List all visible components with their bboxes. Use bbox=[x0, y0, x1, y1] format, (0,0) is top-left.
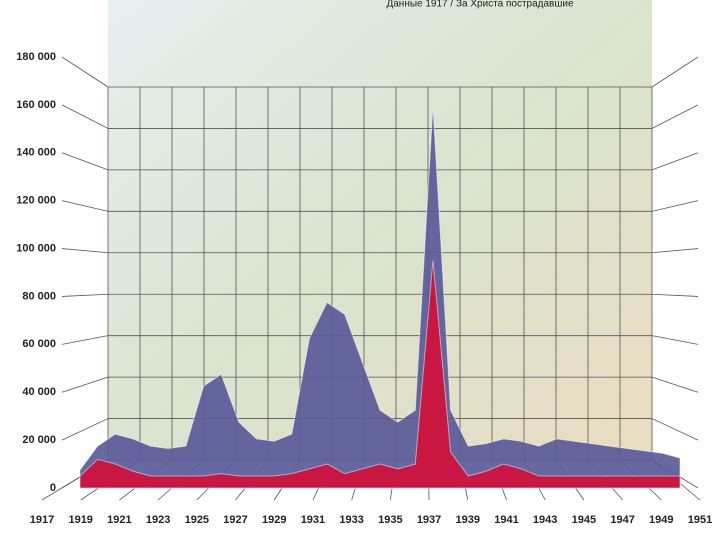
grid-line bbox=[61, 152, 109, 171]
y-tick-label: 20 000 bbox=[22, 434, 56, 446]
grid-line bbox=[61, 293, 109, 297]
x-tick-label: 1921 bbox=[107, 514, 131, 526]
y-tick-label: 60 000 bbox=[22, 338, 56, 350]
x-tick-label: 1937 bbox=[417, 514, 441, 526]
x-tick-label: 1949 bbox=[649, 514, 673, 526]
grid-line bbox=[61, 418, 109, 441]
grid-line bbox=[61, 200, 109, 212]
x-tick-label: 1925 bbox=[185, 514, 209, 526]
x-tick-label: 1935 bbox=[378, 514, 402, 526]
y-tick-label: 80 000 bbox=[22, 290, 56, 302]
x-tick-label: 1919 bbox=[68, 514, 92, 526]
y-tick-label: 40 000 bbox=[22, 386, 56, 398]
y-tick-label: 160 000 bbox=[16, 99, 56, 111]
grid-line bbox=[61, 248, 109, 254]
grid-line bbox=[651, 152, 699, 171]
grid-line bbox=[61, 335, 109, 345]
grid-line bbox=[651, 376, 699, 393]
x-tick-label: 1933 bbox=[339, 514, 363, 526]
x-tick-label: 1929 bbox=[262, 514, 286, 526]
area bbox=[79, 106, 681, 489]
x-tick-label: 1931 bbox=[301, 514, 325, 526]
grid-line bbox=[61, 56, 109, 88]
x-tick-label: 1945 bbox=[572, 514, 596, 526]
y-tick-label: 0 bbox=[50, 482, 56, 494]
area bbox=[79, 260, 681, 489]
grid-line bbox=[61, 104, 109, 129]
grid-line bbox=[651, 200, 699, 212]
x-tick-label: 1943 bbox=[533, 514, 557, 526]
x-tick-label: 1923 bbox=[146, 514, 170, 526]
grid-line bbox=[651, 248, 699, 254]
x-tick-label: 1917 bbox=[30, 514, 54, 526]
x-tick-label: 1947 bbox=[610, 514, 634, 526]
y-tick-label: 120 000 bbox=[16, 195, 56, 207]
grid-line bbox=[651, 293, 699, 297]
map-background bbox=[108, 0, 652, 460]
grid-line bbox=[651, 335, 699, 345]
y-tick-label: 100 000 bbox=[16, 242, 56, 254]
x-tick-label: 1941 bbox=[494, 514, 518, 526]
grid-line bbox=[651, 418, 699, 441]
chart-title: Данные 1917 / За Христа пострадавшие bbox=[386, 0, 573, 10]
grid-line bbox=[61, 376, 109, 393]
grid-line bbox=[651, 104, 699, 129]
grid-line bbox=[651, 56, 699, 88]
y-tick-label: 180 000 bbox=[16, 51, 56, 63]
x-tick-label: 1939 bbox=[456, 514, 480, 526]
x-tick-label: 1951 bbox=[688, 514, 712, 526]
x-tick-label: 1927 bbox=[223, 514, 247, 526]
y-tick-label: 140 000 bbox=[16, 147, 56, 159]
